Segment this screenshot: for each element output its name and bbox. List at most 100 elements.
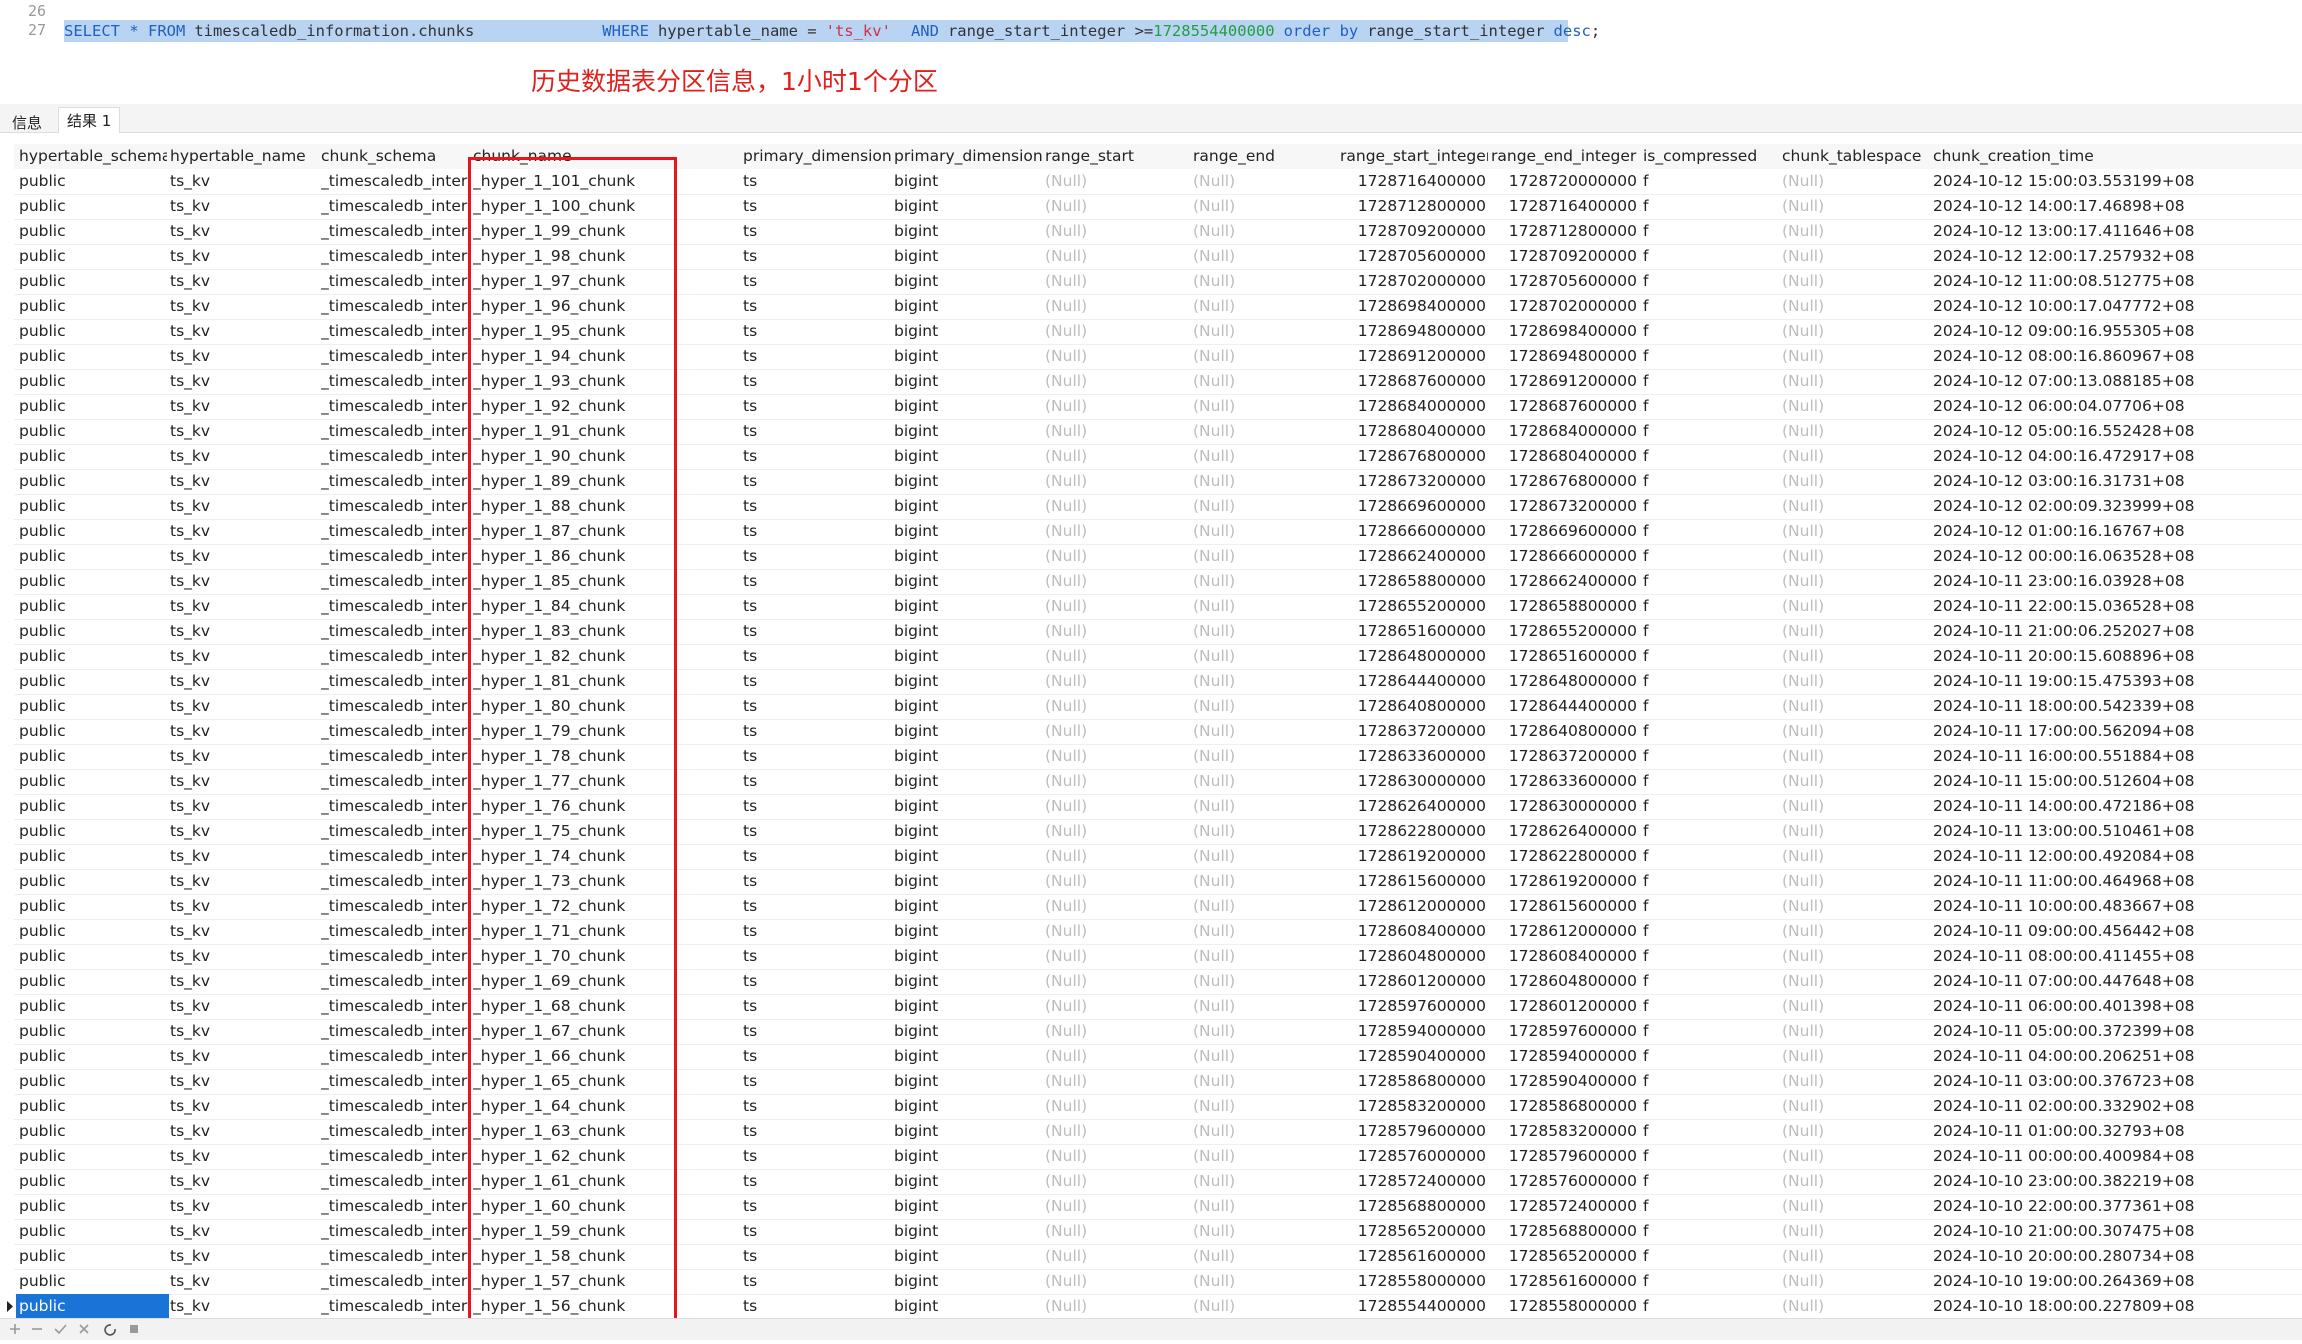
table-cell[interactable]: bigint <box>894 172 939 190</box>
stop-icon[interactable] <box>130 1325 138 1333</box>
table-cell[interactable]: (Null) <box>1193 997 1236 1015</box>
table-cell[interactable]: _hyper_1_77_chunk <box>473 772 626 790</box>
table-cell[interactable]: ts_kv <box>170 1097 211 1115</box>
table-cell[interactable]: (Null) <box>1045 897 1088 915</box>
table-cell[interactable]: (Null) <box>1045 1297 1088 1315</box>
table-cell[interactable]: (Null) <box>1782 872 1825 890</box>
table-cell[interactable]: _timescaledb_intern <box>321 572 470 590</box>
table-cell[interactable]: 1728637200000 <box>1508 747 1637 765</box>
table-cell[interactable]: 1728576000000 <box>1508 1172 1637 1190</box>
table-cell[interactable]: bigint <box>894 222 939 240</box>
table-cell[interactable]: 1728579600000 <box>1357 1122 1486 1140</box>
table-cell[interactable]: _hyper_1_95_chunk <box>473 322 626 340</box>
table-cell[interactable]: f <box>1643 972 1649 990</box>
table-cell[interactable]: 2024-10-11 08:00:00.411455+08 <box>1933 947 2195 965</box>
table-cell[interactable]: _hyper_1_84_chunk <box>473 597 626 615</box>
table-cell[interactable]: _timescaledb_intern <box>321 397 470 415</box>
table-cell[interactable]: f <box>1643 1297 1649 1315</box>
table-cell[interactable]: bigint <box>894 772 939 790</box>
table-cell[interactable]: _hyper_1_100_chunk <box>473 197 636 215</box>
table-cell[interactable]: (Null) <box>1782 747 1825 765</box>
table-cell[interactable]: (Null) <box>1782 1247 1825 1265</box>
table-cell[interactable]: 1728558000000 <box>1508 1297 1637 1315</box>
table-cell[interactable]: ts <box>743 997 758 1015</box>
table-cell[interactable]: (Null) <box>1193 1022 1236 1040</box>
table-cell[interactable]: 1728694800000 <box>1508 347 1637 365</box>
table-cell[interactable]: (Null) <box>1782 1222 1825 1240</box>
table-cell[interactable]: _timescaledb_intern <box>321 1247 470 1265</box>
table-cell[interactable]: ts_kv <box>170 747 211 765</box>
table-cell[interactable]: _hyper_1_87_chunk <box>473 522 626 540</box>
table-cell[interactable]: public <box>19 922 66 940</box>
table-cell[interactable]: _timescaledb_intern <box>321 247 470 265</box>
table-cell[interactable]: public <box>19 272 66 290</box>
table-cell[interactable]: public <box>19 997 66 1015</box>
table-cell[interactable]: (Null) <box>1193 947 1236 965</box>
table-cell[interactable]: public <box>19 172 66 190</box>
table-cell[interactable]: 1728622800000 <box>1508 847 1637 865</box>
table-cell[interactable]: (Null) <box>1045 1047 1088 1065</box>
table-cell[interactable]: f <box>1643 1097 1649 1115</box>
table-cell[interactable]: (Null) <box>1193 347 1236 365</box>
table-cell[interactable]: _hyper_1_93_chunk <box>473 372 626 390</box>
table-cell[interactable]: ts <box>743 372 758 390</box>
table-cell[interactable]: bigint <box>894 972 939 990</box>
table-cell[interactable]: 1728684000000 <box>1357 397 1486 415</box>
table-cell[interactable]: 1728720000000 <box>1508 172 1637 190</box>
table-cell[interactable]: (Null) <box>1193 1247 1236 1265</box>
table-cell[interactable]: 2024-10-12 00:00:16.063528+08 <box>1933 547 2195 565</box>
table-cell[interactable]: public <box>19 547 66 565</box>
table-cell[interactable]: ts_kv <box>170 322 211 340</box>
table-cell[interactable]: f <box>1643 822 1649 840</box>
table-cell[interactable]: ts <box>743 447 758 465</box>
table-cell[interactable]: 1728579600000 <box>1508 1147 1637 1165</box>
table-cell[interactable]: ts <box>743 922 758 940</box>
table-cell[interactable]: (Null) <box>1782 997 1825 1015</box>
apply-icon[interactable] <box>54 1324 67 1335</box>
table-cell[interactable]: _hyper_1_80_chunk <box>473 697 626 715</box>
table-cell[interactable]: 2024-10-11 00:00:00.400984+08 <box>1933 1147 2195 1165</box>
table-cell[interactable]: (Null) <box>1045 1222 1088 1240</box>
table-cell[interactable]: _timescaledb_intern <box>321 422 470 440</box>
table-cell[interactable]: 2024-10-12 01:00:16.16767+08 <box>1933 522 2185 540</box>
table-cell[interactable]: 1728594000000 <box>1357 1022 1486 1040</box>
table-cell[interactable]: public <box>19 322 66 340</box>
table-cell[interactable]: 1728619200000 <box>1508 872 1637 890</box>
table-cell[interactable]: 2024-10-12 05:00:16.552428+08 <box>1933 422 2195 440</box>
table-cell[interactable]: f <box>1643 1197 1649 1215</box>
table-cell[interactable]: _timescaledb_intern <box>321 1122 470 1140</box>
table-cell[interactable]: (Null) <box>1782 1122 1825 1140</box>
table-cell[interactable]: bigint <box>894 1222 939 1240</box>
table-cell[interactable]: 1728576000000 <box>1357 1147 1486 1165</box>
table-cell[interactable]: f <box>1643 347 1649 365</box>
table-cell[interactable]: (Null) <box>1193 747 1236 765</box>
table-cell[interactable]: 1728633600000 <box>1508 772 1637 790</box>
table-cell[interactable]: f <box>1643 247 1649 265</box>
table-cell[interactable]: 1728698400000 <box>1508 322 1637 340</box>
table-cell[interactable]: (Null) <box>1045 597 1088 615</box>
table-cell[interactable]: (Null) <box>1193 372 1236 390</box>
table-cell[interactable]: _hyper_1_70_chunk <box>473 947 626 965</box>
table-cell[interactable]: public <box>19 372 66 390</box>
table-cell[interactable]: f <box>1643 947 1649 965</box>
table-cell[interactable]: 1728568800000 <box>1508 1222 1637 1240</box>
table-cell[interactable]: public <box>19 1097 66 1115</box>
table-cell[interactable]: ts <box>743 622 758 640</box>
table-cell[interactable]: (Null) <box>1045 322 1088 340</box>
table-cell[interactable]: 1728619200000 <box>1357 847 1486 865</box>
table-cell[interactable]: _timescaledb_intern <box>321 372 470 390</box>
table-cell[interactable]: (Null) <box>1193 472 1236 490</box>
table-cell[interactable]: bigint <box>894 622 939 640</box>
table-cell[interactable]: _timescaledb_intern <box>321 697 470 715</box>
table-cell[interactable]: (Null) <box>1193 672 1236 690</box>
table-cell[interactable]: (Null) <box>1045 647 1088 665</box>
table-cell[interactable]: (Null) <box>1782 722 1825 740</box>
table-cell[interactable]: 2024-10-10 18:00:00.227809+08 <box>1933 1297 2195 1315</box>
table-cell[interactable]: 2024-10-11 09:00:00.456442+08 <box>1933 922 2195 940</box>
table-cell[interactable]: ts_kv <box>170 1022 211 1040</box>
table-cell[interactable]: (Null) <box>1782 572 1825 590</box>
table-cell[interactable]: ts_kv <box>170 1172 211 1190</box>
table-cell[interactable]: _timescaledb_intern <box>321 1097 470 1115</box>
table-cell[interactable]: (Null) <box>1193 1072 1236 1090</box>
table-cell[interactable]: 1728716400000 <box>1508 197 1637 215</box>
